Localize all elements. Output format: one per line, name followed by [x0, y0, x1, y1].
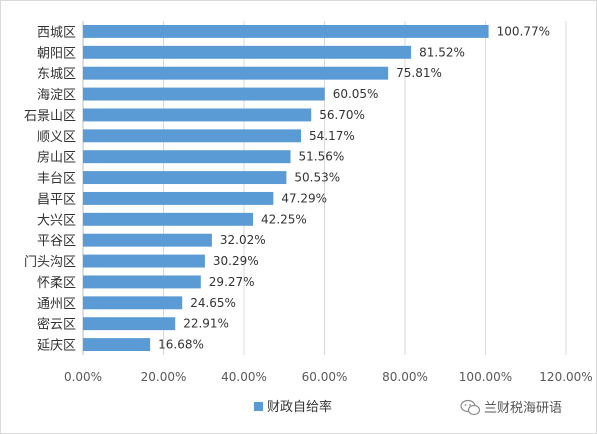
legend-swatch	[254, 402, 263, 411]
category-label: 大兴区	[37, 213, 76, 228]
bar	[83, 24, 489, 38]
data-label: 100.77%	[497, 24, 550, 38]
bar	[83, 45, 412, 59]
category-label: 顺义区	[37, 130, 76, 145]
category-label: 西城区	[37, 25, 76, 40]
data-label: 81.52%	[419, 45, 465, 59]
bar	[83, 129, 302, 143]
x-tick-label: 0.00%	[64, 370, 102, 384]
category-label: 石景山区	[24, 109, 76, 124]
bar	[83, 338, 151, 352]
bar	[83, 150, 291, 164]
data-label: 22.91%	[183, 317, 229, 331]
x-tick-label: 40.00%	[221, 370, 267, 384]
data-label: 75.81%	[396, 66, 442, 80]
category-label: 房山区	[37, 150, 76, 166]
data-labels: 100.77% 81.52% 75.81% 60.05% 56.70% 54.17% 51.…	[158, 24, 550, 351]
legend-label: 财政自给率	[267, 399, 332, 415]
category-label: 延庆区	[37, 339, 76, 354]
data-label: 47.29%	[281, 191, 327, 205]
bar	[83, 171, 287, 185]
data-label: 56.70%	[319, 108, 365, 122]
data-label: 60.05%	[333, 87, 379, 101]
x-tick-label: 100.00%	[459, 370, 512, 384]
x-tick-labels: 0.00% 20.00% 40.00% 60.00% 80.00% 100.00% 120.…	[64, 370, 593, 384]
bar	[83, 66, 389, 80]
watermark: 兰财税海研语	[460, 399, 562, 416]
data-label: 42.25%	[261, 212, 307, 226]
category-label: 门头沟区	[24, 255, 76, 270]
category-label: 海淀区	[37, 88, 76, 103]
data-label: 24.65%	[190, 296, 236, 310]
x-tick-label: 120.00%	[539, 370, 592, 384]
bar	[83, 254, 205, 268]
bars	[83, 24, 489, 352]
category-label: 昌平区	[37, 192, 76, 207]
bar	[83, 191, 274, 205]
category-labels: 西城区朝阳区东城区海淀区石景山区顺义区房山区丰台区昌平区大兴区平谷区门头沟区怀柔…	[24, 25, 76, 353]
category-label: 平谷区	[37, 234, 76, 249]
category-label: 东城区	[37, 67, 76, 82]
category-label: 丰台区	[37, 172, 76, 187]
wechat-icon	[460, 399, 481, 416]
category-label: 密云区	[37, 317, 76, 333]
bar	[83, 296, 183, 310]
category-label: 朝阳区	[37, 46, 76, 61]
bar	[83, 275, 201, 289]
category-label: 通州区	[37, 297, 76, 312]
bar	[83, 212, 254, 226]
data-label: 30.29%	[213, 254, 259, 268]
x-tick-label: 60.00%	[302, 370, 348, 384]
x-tick-label: 20.00%	[141, 370, 187, 384]
watermark-text: 兰财税海研语	[484, 401, 562, 416]
data-label: 50.53%	[294, 171, 340, 185]
bar	[83, 233, 212, 247]
data-label: 51.56%	[299, 150, 345, 164]
legend: 财政自给率	[254, 399, 332, 415]
data-label: 32.02%	[220, 233, 266, 247]
x-tick-label: 80.00%	[382, 370, 428, 384]
data-label: 16.68%	[158, 338, 204, 352]
bar	[83, 87, 325, 101]
data-label: 54.17%	[309, 129, 355, 143]
bar	[83, 317, 176, 331]
category-label: 怀柔区	[37, 276, 76, 291]
data-label: 29.27%	[209, 275, 255, 289]
bar	[83, 108, 312, 122]
